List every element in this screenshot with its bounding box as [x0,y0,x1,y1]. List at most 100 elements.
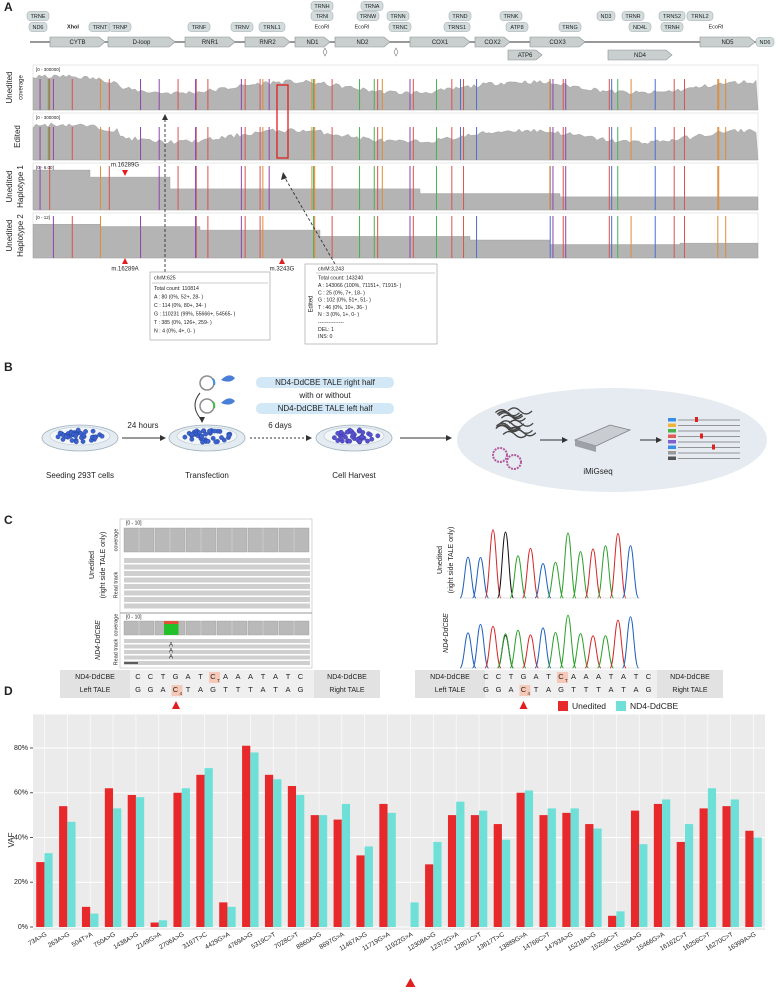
bar [296,794,305,927]
cell [60,437,66,442]
track-label: Read track [113,571,119,598]
cell [189,436,195,442]
arrow-head [281,172,287,180]
gene-tag-label: TRNN [390,14,405,20]
variant-base: A [169,643,173,649]
gene-arrow [107,36,176,48]
base-letter: T [273,685,278,694]
cell [182,434,188,440]
gene-tag [258,22,286,32]
protein [221,375,235,382]
coverage-bar [294,527,310,553]
gene-label: ND4 [634,53,647,59]
delivery-arrow [194,392,201,419]
bar [410,902,419,927]
sequencer-side [575,440,596,452]
bar [662,799,671,927]
gene-tag [356,11,380,21]
x-tick-label: 504T>A [71,931,95,949]
base-letter: G [496,685,502,694]
cell [203,431,208,437]
gene-tag [230,22,254,32]
marker-label: m.16289G [111,163,139,169]
base-letter: A [273,672,278,681]
popup-line: A : 143066 (100%, 71151+, 71915- ) [318,283,402,289]
read-row [124,564,310,570]
read-row [124,584,310,589]
read-row [124,558,310,563]
highlight-box [276,84,289,159]
site-marker [393,47,399,57]
gene-tag [686,11,714,21]
gene-tag-label: TRNR [625,14,640,20]
base-letter: T [584,685,589,694]
y-tick-label: 40% [14,834,28,841]
bar [356,855,365,927]
track-range: [0 - 300000] [36,115,60,120]
base-letter: A [285,685,290,694]
dna-blob [498,412,524,420]
read-row [124,603,310,609]
cell [357,427,362,433]
read-row [124,577,310,583]
arrow-head [562,437,568,443]
coverage-area [32,74,759,111]
dna-blob [508,419,534,427]
chrom-peak [534,562,552,599]
gene-tag-label: TRNS1 [448,25,466,31]
edited-coverage [164,624,179,635]
gene-tag-label: TRNH [664,25,679,31]
method-area [457,388,767,492]
gene-tag [505,22,529,32]
cell [213,439,219,445]
bar [173,792,182,927]
read-variant [695,417,698,422]
construct-label: ND4-DdCBE TALE left half [278,404,374,413]
coverage-bar [123,620,139,636]
bar [242,745,251,927]
x-tick-label: 5319C>T [250,931,277,951]
target-triangle [172,701,180,709]
read-marker [668,456,676,460]
chrom-peak [609,619,627,669]
read-variant [700,433,703,439]
coverage-bar [263,620,279,636]
gene-tag-label: ND6 [759,40,770,46]
base-letter: T [546,672,551,681]
bar [158,920,168,927]
plasmid [199,375,215,391]
cell [375,433,381,439]
base-letter: C [521,685,527,694]
popup-line: G : 102 (0%, 51+, 51- ) [318,298,371,304]
base-letter: A [571,672,576,681]
gene-tag-label: TRNT [93,25,108,31]
coverage-bar [185,620,201,636]
condition-label: Unedited [437,546,444,574]
arrow-head [656,437,662,443]
condition-label: ND4-DdCBE [95,620,102,660]
base-letter: C [173,685,179,694]
read-marker [668,440,676,444]
base-letter: A [223,672,228,681]
dna-blob [507,407,533,415]
bar [36,862,45,927]
popup-line: INS: 0 [318,334,333,340]
coverage-bar [247,527,263,553]
gene-label: COX3 [549,40,566,46]
cell [99,433,105,439]
dna-blob [502,430,528,439]
chrom-peak [597,545,614,599]
coverage-bar [185,527,201,553]
cell [332,435,337,441]
track-label: Haplotype 1 [16,165,25,208]
y-tick-label: 20% [14,879,28,886]
cell [83,429,88,434]
cell [200,439,205,445]
marker-triangle [122,258,128,264]
restriction-site: EcoRI [709,24,724,30]
bar [264,774,274,927]
track-label: coverage [113,529,119,552]
gene-tag [596,11,616,21]
base-letter: T [534,685,539,694]
plasmid-dna [506,454,522,470]
